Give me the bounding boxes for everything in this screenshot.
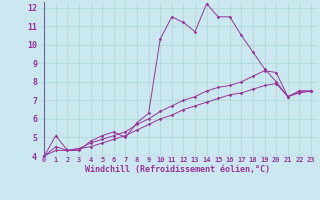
- X-axis label: Windchill (Refroidissement éolien,°C): Windchill (Refroidissement éolien,°C): [85, 165, 270, 174]
